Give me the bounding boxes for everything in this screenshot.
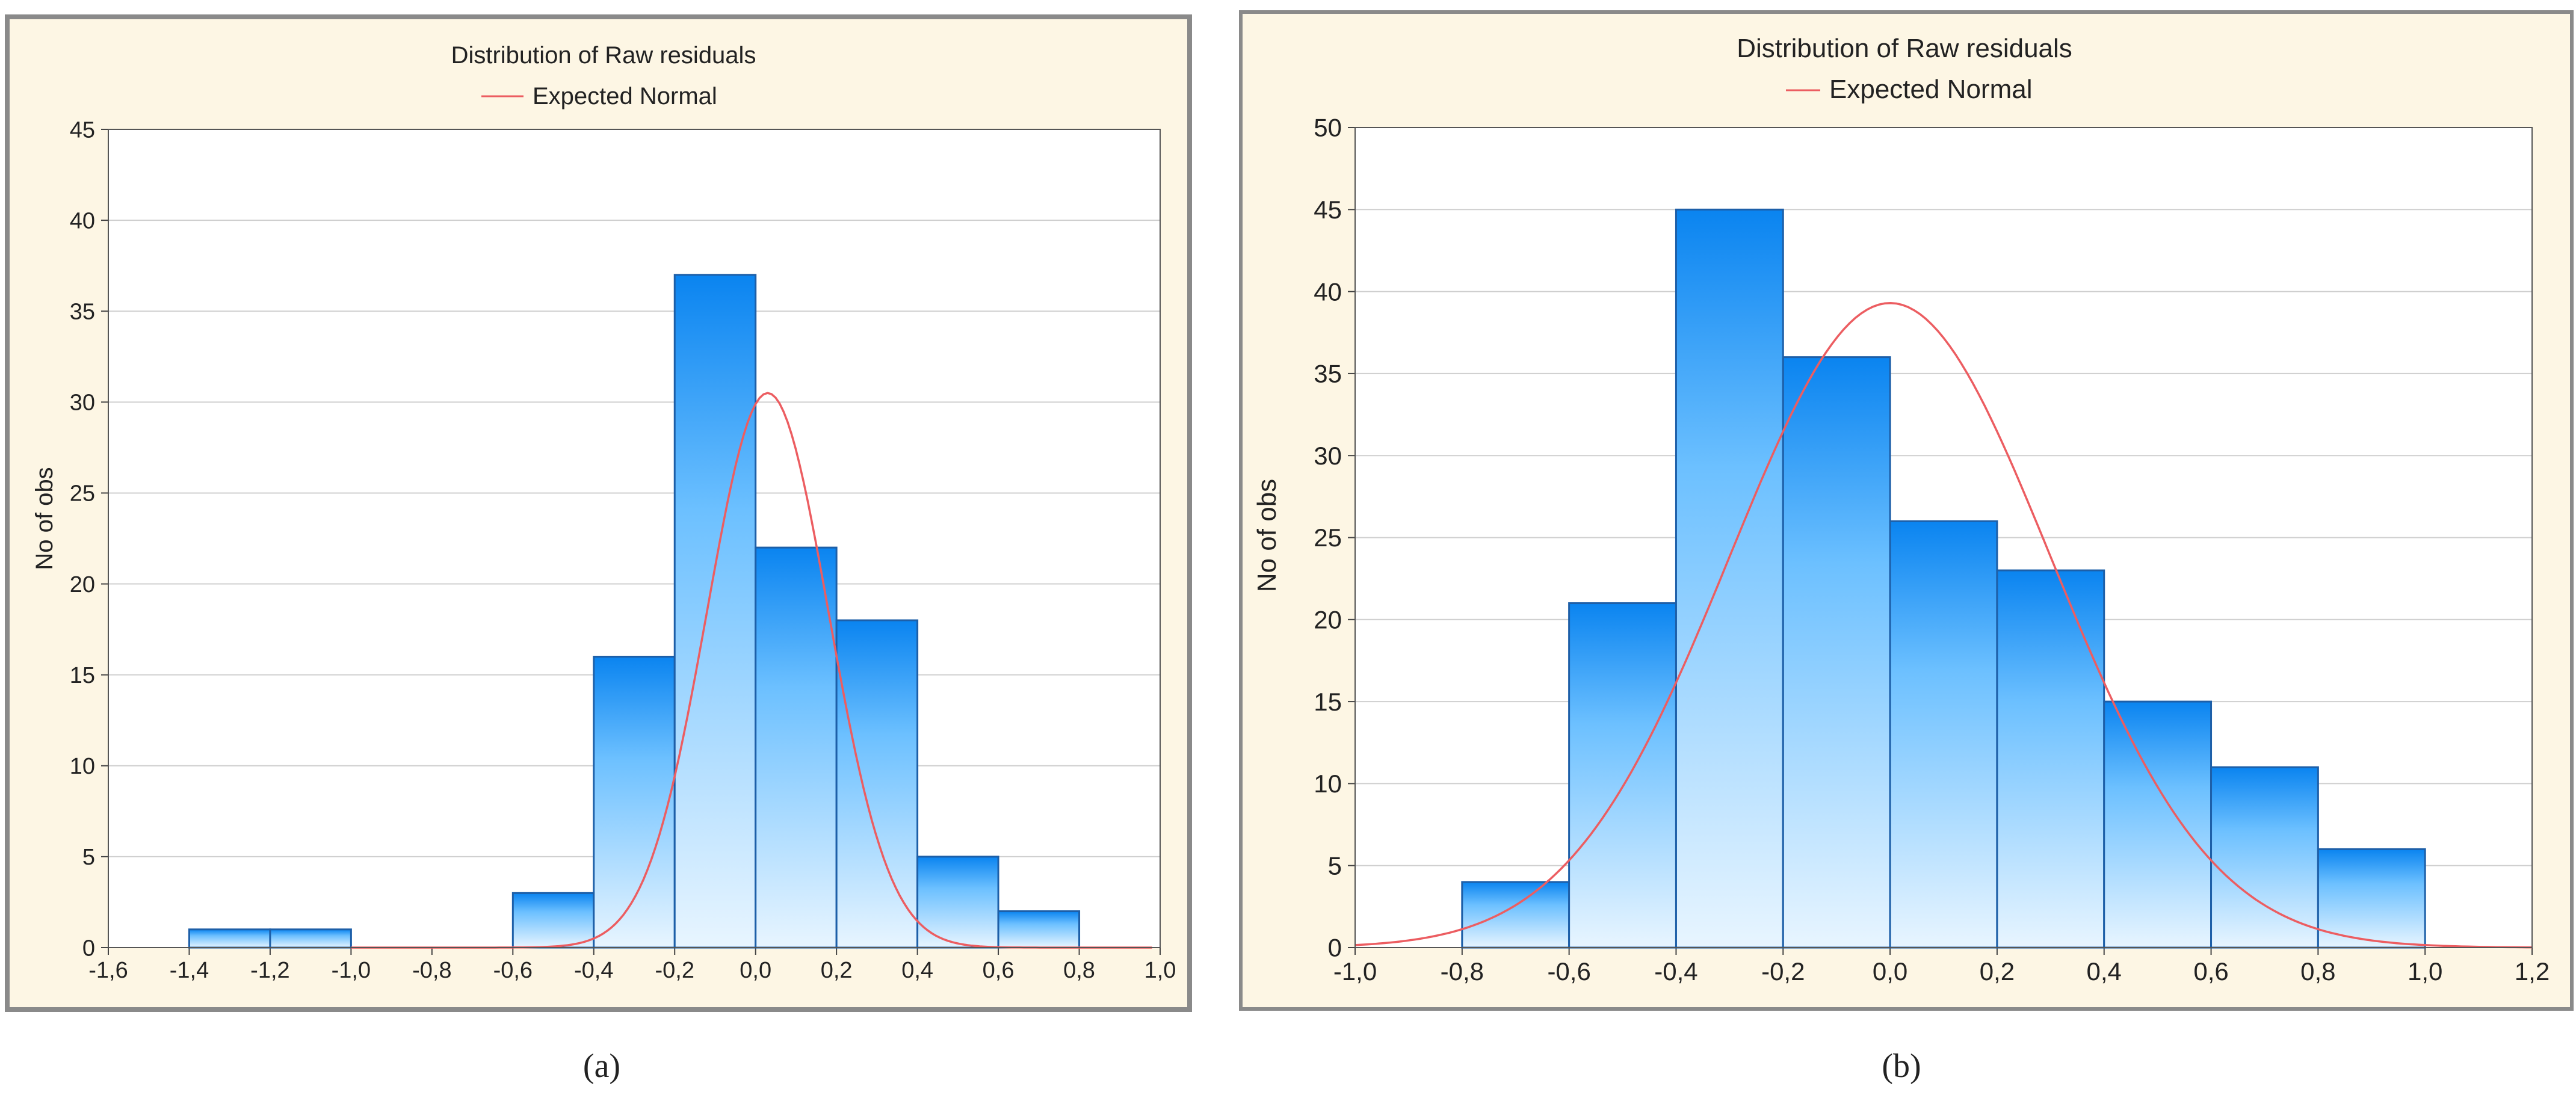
chart-b-panel-label: (b): [1882, 1047, 1921, 1085]
chart-b-y-axis-label: No of obs: [1252, 479, 1282, 592]
chart-a-x-tick-label: -0,4: [574, 958, 613, 983]
chart-b-bar: [2317, 848, 2426, 949]
chart-a-x-tick-label: -0,2: [655, 958, 694, 983]
chart-b-x-tick-label: -0,6: [1547, 957, 1590, 985]
chart-b-bar: [1675, 208, 1784, 949]
chart-a-y-tick-label: 25: [70, 481, 95, 507]
chart-a-x-tick-label: -1,4: [170, 958, 209, 983]
chart-a: Distribution of Raw residuals Expected N…: [5, 14, 1192, 1085]
chart-a-y-tick-label: 35: [70, 300, 95, 325]
chart-a-y-tick-label: 15: [70, 663, 95, 688]
chart-b-y-tick-label: 40: [1314, 277, 1342, 306]
chart-a-x-tick-label: -0,8: [412, 958, 451, 983]
chart-b-x-tick-label: -0,2: [1761, 957, 1805, 985]
chart-a-panel-label: (a): [583, 1047, 620, 1085]
chart-a-x-tick-label: 0,6: [983, 958, 1015, 983]
chart-a-plot-area: 0 5 10 15 20 25 30 35 40 45 -1,6 -1,4 -1,2 -1,0 -0,8 -0…: [70, 117, 1176, 983]
chart-a-y-tick-label: 40: [70, 208, 95, 233]
chart-a-bar: [593, 655, 676, 949]
chart-a-bar: [673, 274, 757, 949]
chart-a-x-tick-label: 0,0: [740, 958, 771, 983]
chart-b-y-tick-label: 10: [1314, 770, 1342, 798]
chart-a-x-tick-label: -1,2: [250, 958, 289, 983]
chart-b-bar: [2210, 766, 2319, 949]
chart-b-y-tick-label: 50: [1314, 114, 1342, 142]
chart-a-axes-frame: [108, 129, 1161, 948]
chart-a-bar: [835, 619, 919, 949]
chart-b-bar: [1889, 520, 1998, 949]
chart-b-x-tick-label: 0,4: [2087, 957, 2122, 985]
chart-a-y-axis-label: No of obs: [31, 467, 58, 570]
chart-b-title: Distribution of Raw residuals: [1737, 34, 2072, 63]
chart-b-y-tick-label: 30: [1314, 442, 1342, 470]
chart-a-x-tick-label: -1,6: [88, 958, 128, 983]
chart-b-x-tick-label: 0,2: [1980, 957, 2015, 985]
chart-b-x-tick-label: -1,0: [1333, 957, 1377, 985]
chart-b-bar: [1568, 602, 1677, 949]
chart-a-bar: [755, 546, 838, 949]
chart-b-bar: [1782, 356, 1891, 949]
chart-a-bar: [188, 928, 271, 949]
chart-a-legend-label: Expected Normal: [533, 83, 717, 109]
chart-b-x-tick-label: 0,8: [2300, 957, 2335, 985]
chart-b-x-tick-label: -0,4: [1654, 957, 1697, 985]
chart-b-axes-frame: [1354, 127, 2533, 948]
chart-a-y-tick-label: 30: [70, 390, 95, 416]
chart-b-y-tick-label: 35: [1314, 360, 1342, 388]
chart-b: Distribution of Raw residuals Expected N…: [1239, 10, 2574, 1085]
chart-b-bar: [2103, 700, 2213, 949]
chart-b-y-tick-label: 20: [1314, 606, 1342, 634]
chart-b-bar: [1461, 881, 1571, 949]
chart-b-y-tick-label: 15: [1314, 688, 1342, 716]
chart-a-y-tick-label: 20: [70, 572, 95, 597]
chart-a-y-tick-label: 0: [82, 936, 95, 961]
chart-a-title: Distribution of Raw residuals: [451, 42, 756, 69]
chart-b-y-tick-label: 25: [1314, 523, 1342, 552]
chart-a-bar: [511, 892, 595, 949]
chart-b-x-tick-label: -0,8: [1441, 957, 1484, 985]
chart-a-x-tick-label: -0,6: [493, 958, 533, 983]
chart-a-bar: [269, 928, 352, 949]
chart-b-y-tick-label: 45: [1314, 196, 1342, 224]
chart-a-y-tick-label: 10: [70, 754, 95, 779]
chart-b-bar: [1996, 569, 2105, 949]
chart-b-x-tick-label: 1,2: [2515, 957, 2550, 985]
chart-a-x-tick-label: 0,2: [821, 958, 853, 983]
chart-b-y-tick-label: 5: [1328, 851, 1342, 880]
chart-a-x-tick-label: 0,4: [901, 958, 933, 983]
chart-b-legend-label: Expected Normal: [1829, 75, 2032, 104]
chart-b-x-tick-label: 0,6: [2193, 957, 2228, 985]
chart-b-plot-area: 0 5 10 15 20 25 30 35 40 45 50 -1,0 -0,8 -0,6 -0,4 -0,2…: [1314, 114, 2550, 985]
chart-a-y-tick-label: 45: [70, 117, 95, 143]
chart-a-bar: [916, 856, 999, 949]
chart-a-x-tick-label: 1,0: [1144, 958, 1176, 983]
chart-b-x-tick-label: 1,0: [2408, 957, 2442, 985]
chart-a-x-tick-label: 0,8: [1063, 958, 1095, 983]
chart-a-bar: [997, 910, 1081, 949]
chart-a-x-tick-label: -1,0: [332, 958, 371, 983]
chart-a-y-tick-label: 5: [82, 845, 95, 870]
chart-b-x-tick-label: 0,0: [1873, 957, 1907, 985]
chart-b-y-tick-label: 0: [1328, 934, 1342, 962]
chart-b-expected-normal-curve: [1354, 301, 2532, 949]
